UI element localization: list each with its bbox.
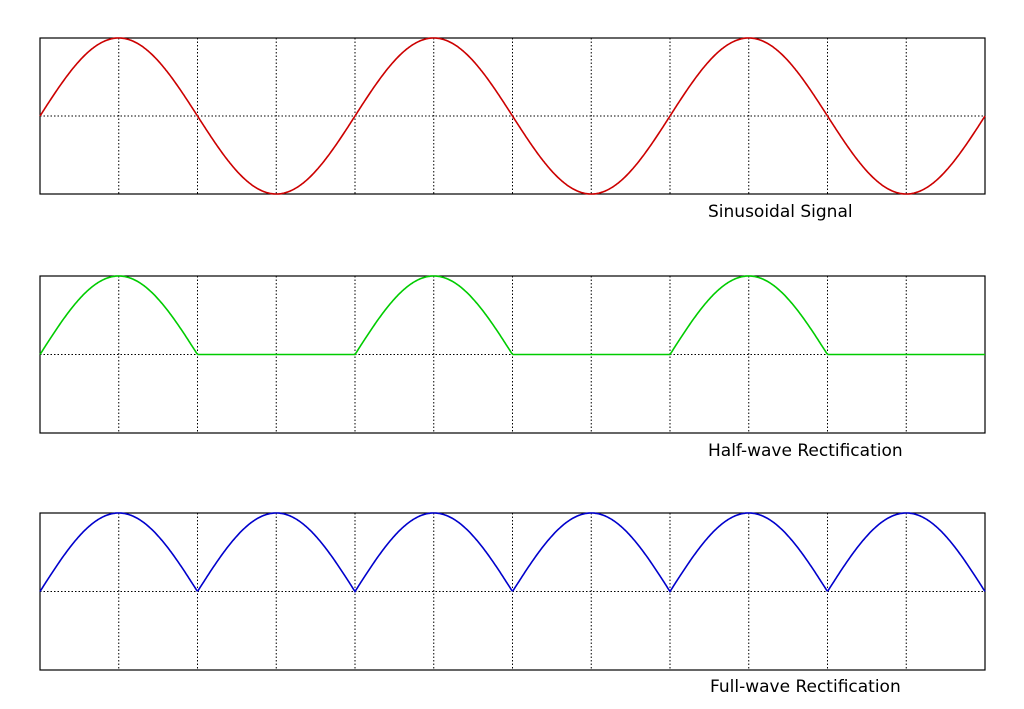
caption: Half-wave Rectification [708,441,903,461]
waveform [39,512,986,594]
waveform [39,275,985,356]
waveform [39,37,986,195]
caption: Sinusoidal Signal [708,202,853,222]
caption: Full-wave Rectification [710,677,901,697]
